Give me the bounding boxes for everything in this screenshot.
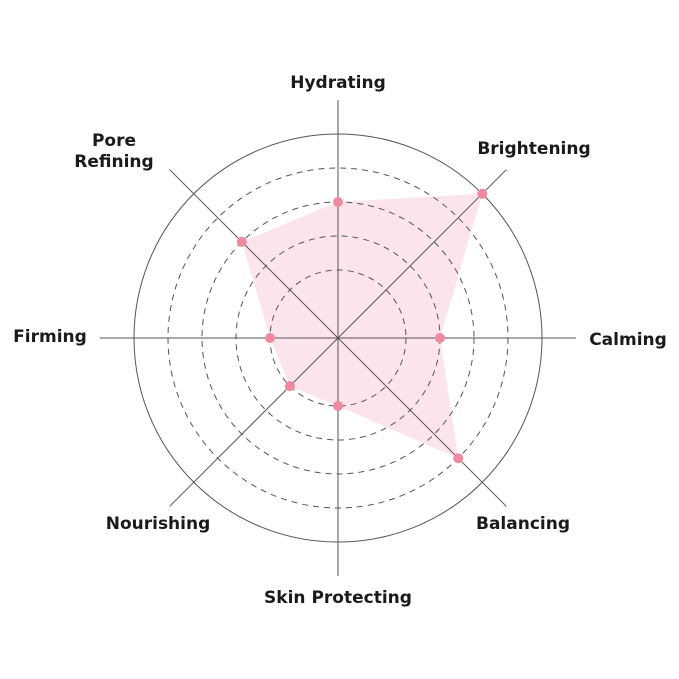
data-point: [453, 453, 464, 464]
axis-label-line: Nourishing: [106, 514, 211, 534]
axis-spoke: [337, 337, 507, 507]
data-point: [284, 381, 295, 392]
axis-label: Hydrating: [290, 73, 386, 93]
axis-spoke: [169, 337, 339, 507]
axis-spoke: [169, 169, 339, 339]
axis-label: Calming: [589, 330, 667, 350]
axis-label: Skin Protecting: [264, 588, 412, 608]
axis-spoke: [337, 169, 507, 339]
axis-label: Brightening: [477, 139, 590, 159]
axis-label: Balancing: [476, 514, 570, 534]
axis-label-line: Calming: [589, 330, 667, 350]
data-point: [236, 236, 247, 247]
axis-label-line: Firming: [13, 327, 87, 347]
axis-label-line: Pore: [92, 131, 136, 151]
data-point: [333, 401, 343, 411]
data-point: [435, 333, 445, 343]
axis-label-line: Skin Protecting: [264, 588, 412, 608]
axis-label-line: Balancing: [476, 514, 570, 534]
data-area: [241, 193, 483, 459]
axis-label-line: Brightening: [477, 139, 590, 159]
data-point: [333, 197, 343, 207]
axis-label: Firming: [13, 327, 87, 347]
data-point: [265, 333, 275, 343]
axis-label-line: Hydrating: [290, 73, 386, 93]
axis-label: Nourishing: [106, 514, 211, 534]
data-point: [477, 188, 488, 199]
axis-label: Pore Refining: [74, 131, 153, 172]
axis-label-line: Refining: [74, 152, 153, 172]
